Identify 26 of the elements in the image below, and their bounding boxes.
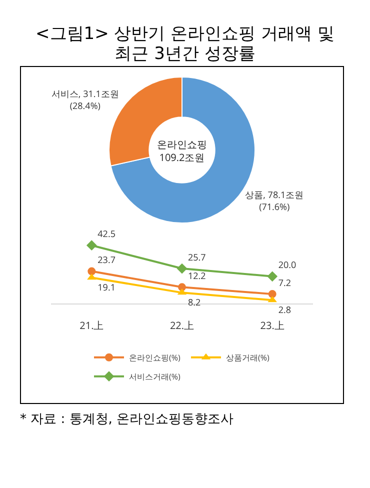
text: 온라인쇼핑 109.2조원: [157, 137, 207, 164]
point: [268, 290, 276, 298]
data-label: 19.1: [98, 280, 116, 294]
data-label: 23.7: [98, 253, 116, 266]
point: [86, 240, 97, 251]
x-tick-label: 21.上: [80, 318, 104, 332]
data-label: 25.7: [188, 250, 206, 264]
legend-label: 온라인쇼핑(%): [129, 352, 181, 364]
legend-label: 서비스거래(%): [129, 371, 181, 382]
data-label: 7.2: [278, 276, 291, 289]
data-label: 2.8: [278, 302, 291, 316]
x-tick-label: 22.上: [170, 318, 194, 332]
text: * 자료 : 통계청, 온라인쇼핑동향조사: [20, 411, 234, 428]
point: [178, 283, 186, 292]
point: [267, 271, 278, 282]
slice-label: 상품, 78.1조원 (71.6%): [245, 188, 304, 213]
chart-title: <그림1> 상반기 온라인쇼핑 거래액 및 최근 3년간 성장률: [34, 24, 336, 66]
legend-label: 상품거래(%): [226, 352, 270, 364]
point: [88, 267, 96, 276]
data-label: 42.5: [98, 227, 116, 240]
point: [176, 263, 188, 274]
slice-label: 서비스, 31.1조원 (28.4%): [51, 87, 119, 112]
data-label: 8.2: [188, 295, 201, 308]
x-tick-label: 23.上: [260, 318, 284, 332]
data-label: 20.0: [278, 258, 296, 272]
data-label: 12.2: [188, 268, 206, 282]
